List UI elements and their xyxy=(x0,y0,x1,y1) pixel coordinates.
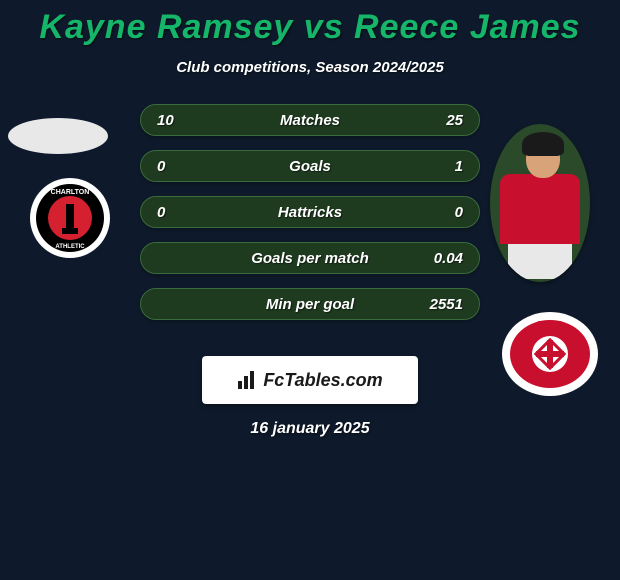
subtitle: Club competitions, Season 2024/2025 xyxy=(0,59,620,76)
stat-left-value: 10 xyxy=(157,112,197,129)
stat-row: Goals per match 0.04 xyxy=(140,242,480,274)
stat-label: Hattricks xyxy=(197,204,423,221)
svg-text:R.U.F.C: R.U.F.C xyxy=(538,321,563,328)
stat-row: 0 Hattricks 0 xyxy=(140,196,480,228)
player2-hair xyxy=(522,132,564,156)
club-badge-charlton: CHARLTON ATHLETIC xyxy=(30,176,110,260)
stat-row: Min per goal 2551 xyxy=(140,288,480,320)
stat-label: Matches xyxy=(197,112,423,129)
svg-text:ATHLETIC: ATHLETIC xyxy=(55,244,85,250)
stat-right-value: 0.04 xyxy=(423,250,463,267)
bars-icon xyxy=(237,371,257,389)
stat-right-value: 25 xyxy=(423,112,463,129)
stat-right-value: 1 xyxy=(423,158,463,175)
stat-right-value: 0 xyxy=(423,204,463,221)
stats-table: 10 Matches 25 0 Goals 1 0 Hattricks 0 Go… xyxy=(140,104,480,320)
player2-shirt xyxy=(500,174,580,244)
player2-avatar xyxy=(490,124,590,282)
comparison-card: Kayne Ramsey vs Reece James Club competi… xyxy=(0,0,620,580)
stat-label: Goals xyxy=(197,158,423,175)
stat-left-value: 0 xyxy=(157,158,197,175)
stat-row: 0 Goals 1 xyxy=(140,150,480,182)
player1-avatar xyxy=(8,118,108,154)
svg-text:CHARLTON: CHARLTON xyxy=(51,189,90,196)
stat-label: Goals per match xyxy=(197,250,423,267)
brand-box: FcTables.com xyxy=(202,356,418,404)
date-text: 16 january 2025 xyxy=(0,420,620,438)
player2-shorts xyxy=(508,239,572,279)
stat-right-value: 2551 xyxy=(423,296,463,313)
page-title: Kayne Ramsey vs Reece James xyxy=(0,0,620,47)
stat-row: 10 Matches 25 xyxy=(140,104,480,136)
club-badge-rotherham: R.U.F.C xyxy=(500,310,600,398)
stat-label: Min per goal xyxy=(197,296,423,313)
stat-left-value: 0 xyxy=(157,204,197,221)
brand-label: FcTables.com xyxy=(263,370,382,391)
brand-text: FcTables.com xyxy=(237,370,382,391)
